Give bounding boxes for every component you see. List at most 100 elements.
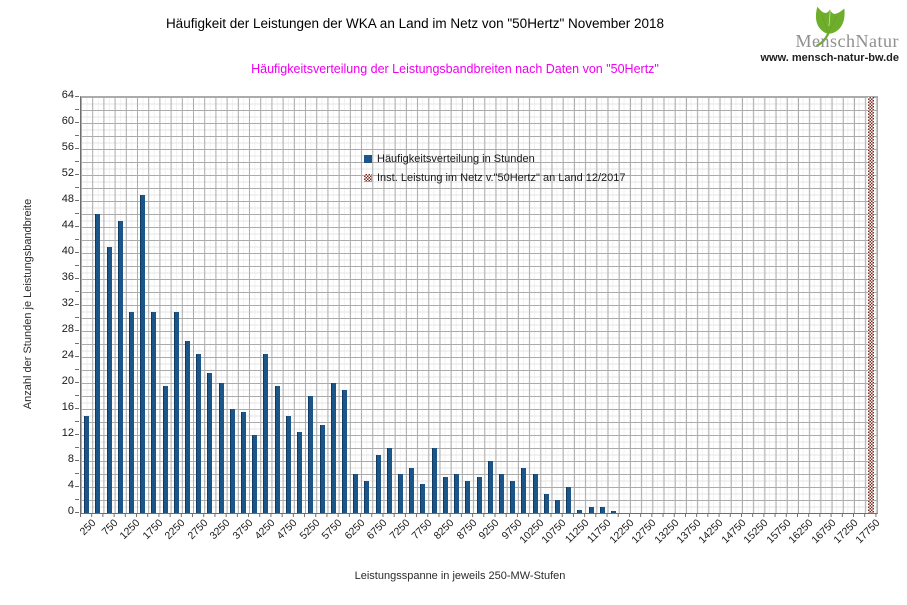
bar-250 bbox=[84, 415, 90, 513]
x-tick-label-12750: 12750 bbox=[629, 517, 659, 547]
bar-1750 bbox=[151, 311, 157, 513]
x-tick-label-4250: 4250 bbox=[252, 517, 278, 543]
bar-2500 bbox=[185, 340, 190, 513]
bar-9250 bbox=[487, 461, 493, 513]
bar-10500 bbox=[543, 493, 549, 513]
bar-3000 bbox=[207, 373, 213, 513]
bar-2250 bbox=[173, 311, 179, 513]
x-tick-label-11750: 11750 bbox=[585, 517, 614, 546]
legend: Häufigkeitsverteilung in Stunden Inst. L… bbox=[364, 149, 626, 187]
y-tick-label-56: 56 bbox=[61, 141, 74, 153]
x-tick-label-750: 750 bbox=[99, 517, 121, 538]
x-tick-label-2750: 2750 bbox=[185, 517, 211, 543]
x-tick-label-5250: 5250 bbox=[297, 517, 323, 543]
legend-item-installed-capacity: Inst. Leistung im Netz v."50Hertz" an La… bbox=[364, 168, 626, 187]
y-axis-ticks bbox=[75, 96, 79, 513]
y-tick-label-44: 44 bbox=[61, 219, 74, 231]
bar-4750 bbox=[285, 415, 291, 513]
bar-5500 bbox=[319, 425, 325, 513]
bar-7500 bbox=[409, 467, 415, 513]
y-tick-label-64: 64 bbox=[61, 89, 74, 101]
x-tick-label-3750: 3750 bbox=[230, 517, 256, 543]
x-tick-label-8250: 8250 bbox=[431, 517, 457, 543]
x-tick-label-10750: 10750 bbox=[539, 517, 569, 547]
bar-12000 bbox=[611, 511, 617, 513]
bar-7250 bbox=[398, 474, 404, 513]
legend-label-hours: Häufigkeitsverteilung in Stunden bbox=[377, 152, 535, 165]
legend-item-hours: Häufigkeitsverteilung in Stunden bbox=[364, 149, 626, 168]
bar-1000 bbox=[117, 220, 123, 513]
x-tick-label-17750: 17750 bbox=[853, 517, 883, 547]
bar-9000 bbox=[476, 477, 482, 513]
bar-500 bbox=[95, 214, 101, 513]
logo-website-text: www. mensch-natur-bw.de bbox=[760, 52, 899, 64]
y-tick-label-16: 16 bbox=[61, 401, 74, 413]
x-tick-label-250: 250 bbox=[77, 517, 99, 538]
bar-8250 bbox=[442, 477, 448, 513]
y-tick-label-8: 8 bbox=[67, 453, 74, 465]
mensch-natur-logo: MenschNatur www. mensch-natur-bw.de bbox=[757, 0, 907, 70]
x-tick-label-16750: 16750 bbox=[808, 517, 839, 547]
bar-5250 bbox=[308, 396, 314, 513]
y-axis-title: Anzahl der Stunden je Leistungsbandbreit… bbox=[22, 198, 34, 410]
x-tick-label-7250: 7250 bbox=[386, 517, 413, 543]
x-axis-title: Leistungsspanne in jeweils 250-MW-Stufen bbox=[354, 570, 566, 582]
y-tick-label-36: 36 bbox=[61, 271, 74, 283]
x-tick-label-6750: 6750 bbox=[364, 517, 390, 543]
bar-7000 bbox=[386, 448, 392, 513]
bar-9500 bbox=[498, 474, 504, 513]
x-tick-label-9250: 9250 bbox=[476, 517, 502, 543]
x-tick-label-7750: 7750 bbox=[409, 517, 435, 543]
legend-swatch-installed-capacity bbox=[364, 173, 372, 182]
y-tick-label-60: 60 bbox=[61, 115, 74, 127]
x-tick-label-15750: 15750 bbox=[764, 517, 794, 547]
x-tick-label-11250: 11250 bbox=[562, 517, 592, 546]
bar-3750 bbox=[241, 412, 247, 513]
x-tick-label-4750: 4750 bbox=[274, 517, 300, 543]
x-tick-label-3250: 3250 bbox=[207, 517, 233, 543]
y-tick-label-52: 52 bbox=[61, 167, 74, 179]
bar-8750 bbox=[465, 480, 471, 513]
bar-8500 bbox=[454, 474, 460, 513]
logo-brand-text: MenschNatur bbox=[795, 31, 899, 51]
x-tick-label-17250: 17250 bbox=[831, 517, 861, 547]
y-tick-label-0: 0 bbox=[67, 505, 74, 517]
y-tick-label-32: 32 bbox=[61, 297, 74, 309]
chart-title: Häufigkeit der Leistungen der WKA an Lan… bbox=[165, 16, 665, 31]
x-axis-ticks bbox=[80, 513, 877, 517]
y-tick-label-4: 4 bbox=[67, 479, 74, 491]
bar-6000 bbox=[341, 389, 347, 513]
ginkgo-leaf-icon bbox=[815, 6, 845, 47]
bar-3500 bbox=[229, 409, 235, 513]
y-tick-label-12: 12 bbox=[61, 427, 74, 439]
y-tick-label-40: 40 bbox=[61, 245, 74, 257]
x-tick-label-14750: 14750 bbox=[719, 517, 749, 547]
bar-11000 bbox=[566, 487, 572, 513]
x-tick-label-10250: 10250 bbox=[517, 517, 547, 547]
bar-4000 bbox=[252, 435, 258, 513]
bar-6500 bbox=[364, 480, 370, 513]
x-tick-label-13250: 13250 bbox=[651, 517, 682, 547]
chart-subtitle: Häufigkeitsverteilung der Leistungsbandb… bbox=[251, 62, 659, 76]
y-tick-label-20: 20 bbox=[61, 375, 74, 387]
x-tick-label-2250: 2250 bbox=[162, 517, 188, 543]
bar-2750 bbox=[196, 353, 202, 513]
y-tick-label-24: 24 bbox=[61, 349, 74, 361]
bar-11750 bbox=[599, 506, 605, 513]
bar-7750 bbox=[420, 483, 426, 513]
x-tick-label-6250: 6250 bbox=[342, 517, 368, 543]
bar-6250 bbox=[353, 474, 359, 513]
x-tick-label-16250: 16250 bbox=[786, 517, 816, 547]
bar-4250 bbox=[263, 353, 269, 513]
x-tick-label-1750: 1750 bbox=[140, 517, 166, 543]
bar-10000 bbox=[521, 467, 527, 513]
bar-2000 bbox=[162, 386, 168, 513]
legend-label-installed-capacity: Inst. Leistung im Netz v."50Hertz" an La… bbox=[377, 171, 626, 184]
bar-750 bbox=[106, 246, 112, 513]
bar-10250 bbox=[532, 474, 538, 513]
x-tick-label-8750: 8750 bbox=[454, 517, 480, 543]
bar-1250 bbox=[128, 311, 134, 513]
x-tick-label-1250: 1250 bbox=[117, 517, 143, 543]
bar-11250 bbox=[577, 509, 583, 513]
